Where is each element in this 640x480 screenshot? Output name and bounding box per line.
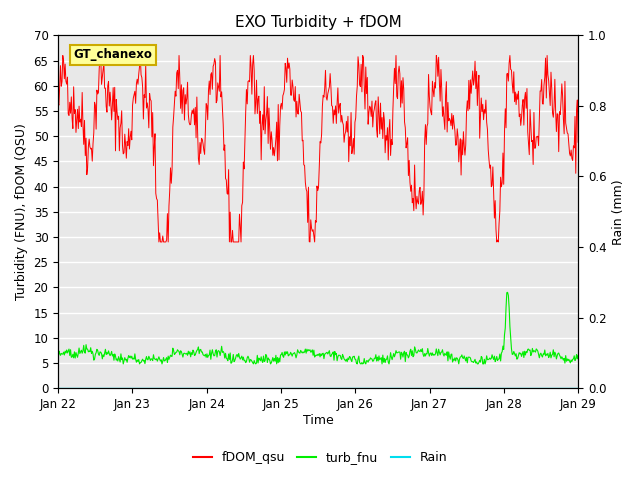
Line: fDOM_qsu: fDOM_qsu <box>58 56 578 242</box>
turb_fnu <box>140 358 147 364</box>
Line: turb_fnu: turb_fnu <box>58 292 578 364</box>
fDOM_qsu <box>140 116 147 122</box>
Y-axis label: Rain (mm): Rain (mm) <box>612 179 625 244</box>
Legend: fDOM_qsu, turb_fnu, Rain: fDOM_qsu, turb_fnu, Rain <box>188 446 452 469</box>
Y-axis label: Turbidity (FNU), fDOM (QSU): Turbidity (FNU), fDOM (QSU) <box>15 123 28 300</box>
turb_fnu <box>120 361 127 367</box>
Rain <box>69 385 77 391</box>
fDOM_qsu <box>155 239 163 245</box>
turb_fnu <box>493 354 500 360</box>
X-axis label: Time: Time <box>303 414 333 427</box>
turb_fnu <box>225 351 232 357</box>
fDOM_qsu <box>195 156 202 161</box>
fDOM_qsu <box>59 53 67 59</box>
Text: GT_chanexo: GT_chanexo <box>74 48 152 61</box>
fDOM_qsu <box>225 239 233 245</box>
turb_fnu <box>527 353 534 359</box>
fDOM_qsu <box>493 237 501 243</box>
Rain <box>574 385 582 391</box>
Rain <box>139 385 147 391</box>
Rain <box>54 385 62 391</box>
fDOM_qsu <box>574 139 582 145</box>
turb_fnu <box>194 347 202 352</box>
fDOM_qsu <box>527 124 534 130</box>
turb_fnu <box>574 352 582 358</box>
fDOM_qsu <box>54 100 62 106</box>
Title: EXO Turbidity + fDOM: EXO Turbidity + fDOM <box>235 15 401 30</box>
fDOM_qsu <box>70 84 77 90</box>
Rain <box>492 385 500 391</box>
Rain <box>525 385 533 391</box>
turb_fnu <box>69 351 77 357</box>
turb_fnu <box>504 289 511 295</box>
Rain <box>193 385 201 391</box>
turb_fnu <box>54 357 62 363</box>
Rain <box>224 385 232 391</box>
